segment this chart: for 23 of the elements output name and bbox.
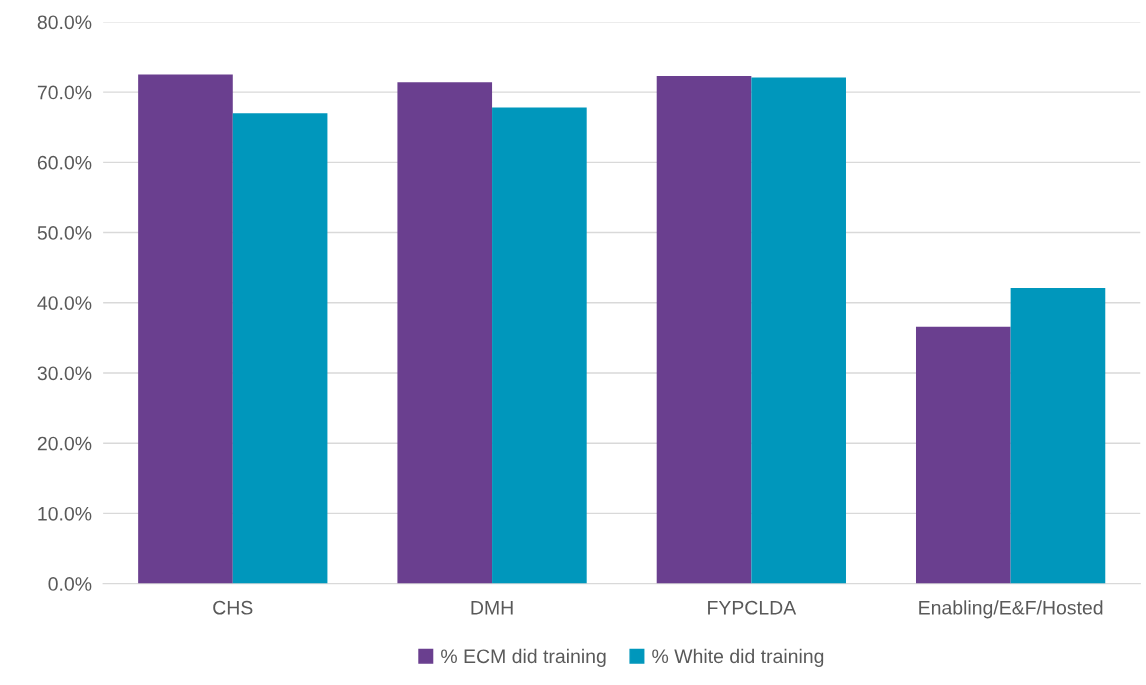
x-tick-label: FYPCLDA (708, 600, 797, 615)
y-tick-label: 40.0% (37, 296, 92, 311)
bar (138, 74, 233, 584)
y-tick-label: 30.0% (37, 366, 92, 381)
y-tick-label: 60.0% (37, 155, 92, 170)
bar (751, 77, 846, 584)
y-tick-label: 70.0% (37, 85, 92, 100)
bar (397, 82, 493, 584)
y-tick-label: 50.0% (37, 226, 92, 240)
bar (232, 113, 328, 584)
legend-label: % ECM did training (441, 648, 606, 667)
legend-label: % White did training (652, 648, 824, 667)
y-tick-label: 0.0% (48, 577, 92, 591)
y-tick-label: 80.0% (37, 15, 92, 30)
bar (656, 75, 752, 584)
y-tick-label: 10.0% (38, 506, 92, 521)
bar (1010, 288, 1106, 584)
x-tick-label: Enabling/E&F/Hosted (919, 600, 1103, 619)
bar (915, 326, 1011, 584)
x-tick-label: CHS (213, 600, 253, 615)
x-tick-label: DMH (471, 601, 513, 615)
bar (492, 107, 587, 584)
y-tick-label: 20.0% (37, 436, 92, 451)
